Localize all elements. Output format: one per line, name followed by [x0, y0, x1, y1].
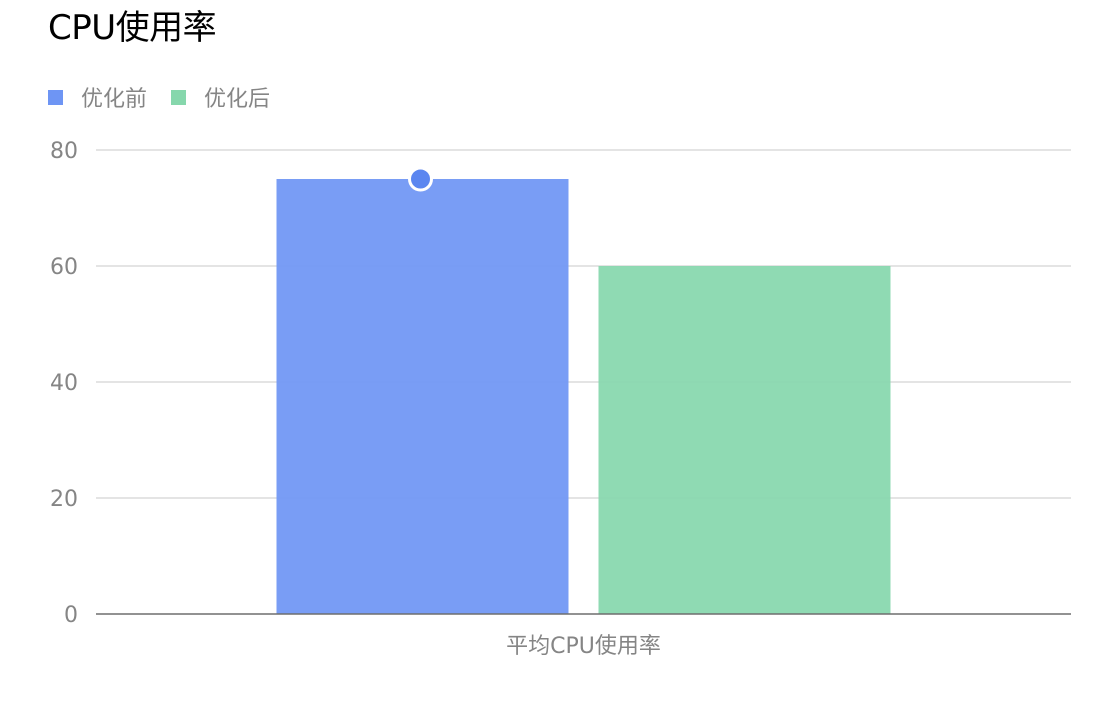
legend-swatch-before: [48, 89, 63, 105]
legend-swatch-after: [171, 89, 187, 105]
y-tick-label-0: 0: [64, 603, 78, 628]
legend-item-before[interactable]: 优化前: [48, 81, 147, 113]
legend: 优化前 优化后: [48, 82, 294, 112]
legend-label-before: 优化前: [81, 87, 148, 112]
chart-title: CPU使用率: [48, 8, 217, 48]
highlight-point-marker: [408, 166, 433, 192]
legend-label-after: 优化后: [204, 87, 271, 112]
bar-after: [598, 266, 891, 614]
y-tick-label-20: 20: [50, 487, 78, 512]
x-category-label: 平均CPU使用率: [506, 634, 661, 659]
y-tick-label-80: 80: [50, 139, 78, 164]
bar-before: [276, 179, 569, 614]
y-tick-label-60: 60: [50, 255, 78, 280]
legend-item-after[interactable]: 优化后: [171, 81, 270, 113]
y-tick-label-40: 40: [50, 371, 78, 396]
